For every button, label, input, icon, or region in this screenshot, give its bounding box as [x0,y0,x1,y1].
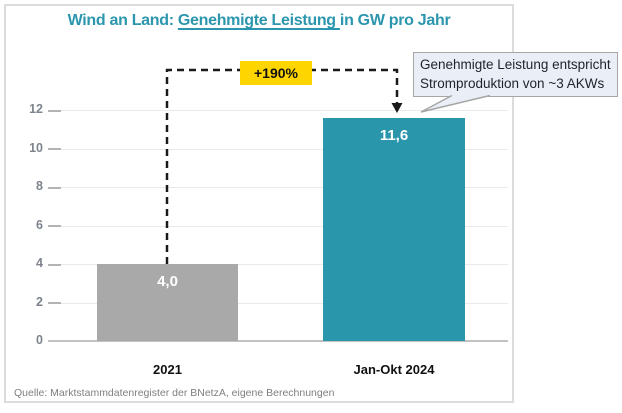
y-axis-tick [48,186,61,189]
gridline [48,264,508,265]
callout-line-1: Genehmigte Leistung entspricht [420,57,611,72]
x-axis-label-jan-okt-2024: Jan-Okt 2024 [353,362,435,377]
y-axis-tick-label: 6 [36,217,43,232]
bar-value-label: 4,0 [157,273,178,290]
gridline [48,302,508,304]
gridline [48,340,508,342]
chart-title-prefix: Wind an Land: [67,12,178,29]
y-axis-tick-label: 10 [29,140,43,155]
callout-line-2: Stromproduktion von ~3 AKWs [420,76,605,91]
bar-jan-okt-2024: 11,6 [323,118,465,341]
bar-value-label: 11,6 [379,127,409,144]
y-axis-tick [48,148,61,150]
y-axis-tick-label: 0 [36,333,43,347]
bar-2021: 4,0 [97,264,238,341]
growth-percentage-badge: +190% [240,61,312,85]
gridline [48,110,508,111]
y-axis-tick-label: 12 [29,102,43,116]
y-axis-tick [48,109,61,112]
y-axis-tick-label: 2 [36,294,43,309]
y-axis-tick [48,225,61,227]
y-axis-tick [48,263,61,266]
y-axis-tick-label: 4 [36,256,43,270]
chart-title: Wind an Land: Genehmigte Leistung in GW … [4,12,514,30]
chart-title-suffix: in GW pro Jahr [339,12,451,29]
y-axis-tick [48,302,61,304]
callout-box: Genehmigte Leistung entspricht Stromprod… [413,52,618,97]
source-note: Quelle: Marktstammdatenregister der BNet… [14,387,335,399]
chart-title-underlined: Genehmigte Leistung [177,12,340,29]
y-axis-tick-label: 8 [36,179,43,193]
x-axis-label-2021: 2021 [153,362,182,377]
